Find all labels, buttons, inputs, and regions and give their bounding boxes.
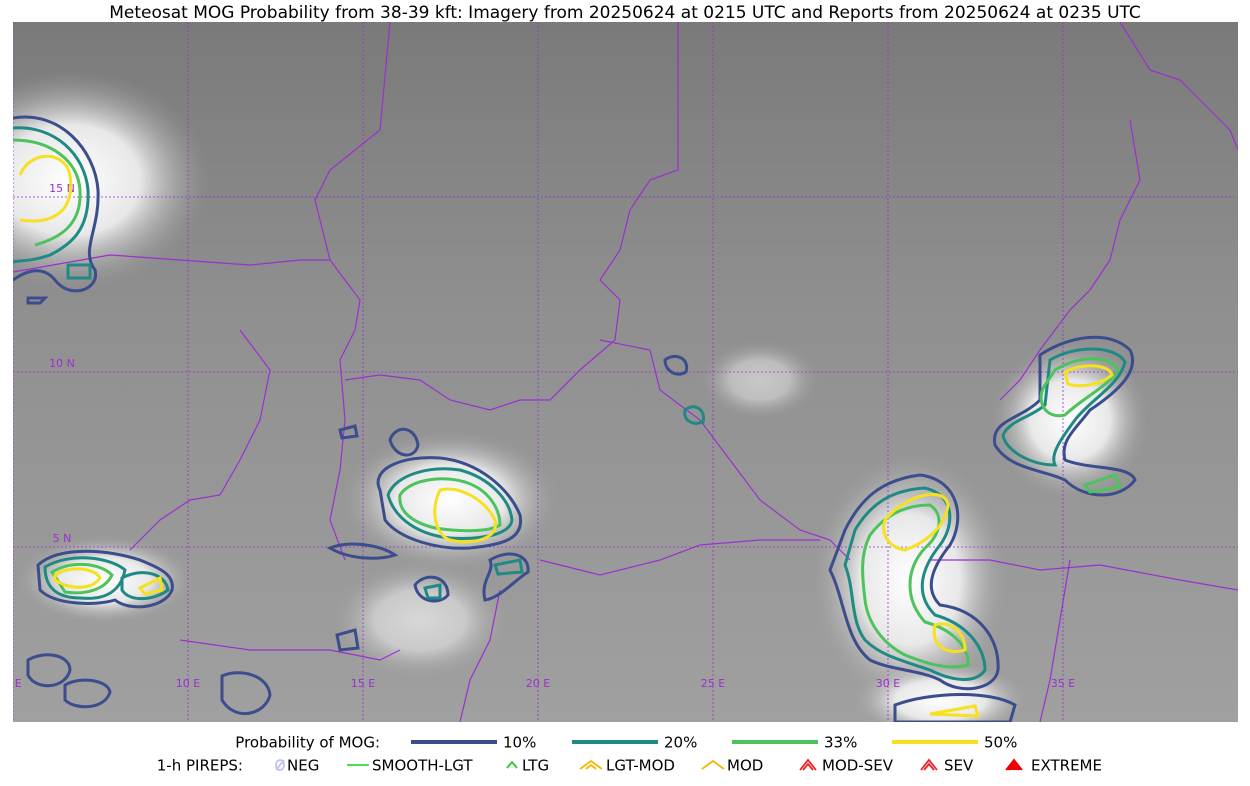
legend-icon [799,758,817,771]
legend-label: 20% [664,734,697,752]
legend-label: 10% [503,734,536,752]
lat-label: 5 N [53,532,72,545]
legend-label: 50% [984,734,1017,752]
lon-label: 35 E [1051,677,1075,690]
lat-lon-grid: 15 N 10 N 5 N 5 E 10 E 15 E 20 E 25 E 30 E 35 E [4,22,1238,722]
legend-label: MOD-SEV [822,757,894,775]
legend-label: 33% [824,734,857,752]
legend-icon [920,758,938,771]
legend-label: EXTREME [1031,757,1102,775]
contours [13,115,1137,722]
legend-label: LGT-MOD [606,757,675,775]
map: 15 N 10 N 5 N 5 E 10 E 15 E 20 E 25 E 30 E 35 E [4,22,1238,722]
lon-label: 15 E [351,677,375,690]
legend-label: SEV [944,757,974,775]
legend-label: SMOOTH-LGT [372,757,473,775]
legend-icon [579,759,603,770]
legend-icon [275,759,285,771]
lat-label: 10 N [49,357,75,370]
title: Meteosat MOG Probability from 38-39 kft:… [109,3,1141,23]
legend-label: LTG [522,757,549,775]
lon-label: 20 E [526,677,550,690]
lat-label: 15 N [49,182,75,195]
legend-title: Probability of MOG: [235,734,380,752]
legend-icon [506,760,518,769]
legend-label: MOD [727,757,763,775]
lon-label: 25 E [701,677,725,690]
legend-icon [1005,758,1023,771]
legend-icon [701,759,725,770]
borders [13,22,1238,722]
legend-label: NEG [287,757,319,775]
legend: Probability of MOG: 10% 20% 33% 50% 1-h PIREP… [157,734,1102,775]
lon-label: 5 E [4,677,21,690]
lon-label: 30 E [876,677,900,690]
legend-title: 1-h PIREPS: [157,757,243,775]
lon-label: 10 E [176,677,200,690]
